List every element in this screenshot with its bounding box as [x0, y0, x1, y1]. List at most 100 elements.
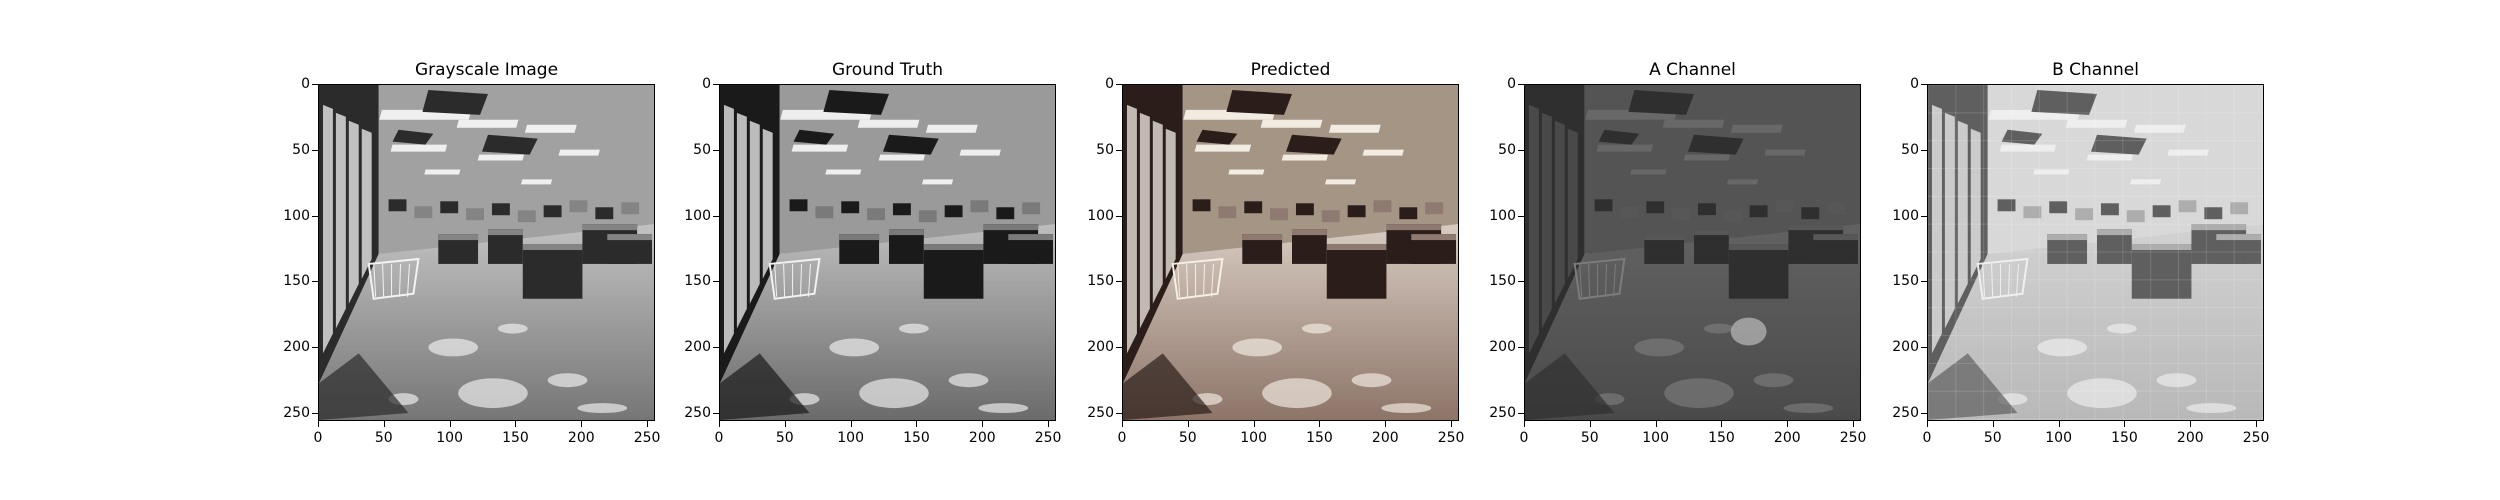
y-tick-label: 150: [283, 273, 310, 290]
y-tick-label: 50: [1096, 141, 1114, 158]
x-tick-label: 0: [313, 430, 323, 446]
scene-image: [1524, 84, 1861, 421]
panel-a: A Channel 0 50 100 150 200 250 0 50 100 150 200 250: [1476, 0, 1896, 500]
y-tick-label: 150: [1087, 273, 1114, 290]
image-plot: [318, 84, 655, 421]
y-tick-mark: [1921, 413, 1927, 415]
y-tick-label: 200: [1087, 339, 1114, 356]
y-tick-mark: [1921, 215, 1927, 217]
image-plot: [719, 84, 1056, 421]
y-tick-mark: [1518, 149, 1524, 151]
x-tick-mark: [916, 421, 918, 427]
x-tick-label: 0: [1519, 430, 1529, 446]
y-tick-mark: [1116, 84, 1122, 85]
x-tick-mark: [1451, 421, 1453, 427]
y-tick-mark: [312, 347, 318, 349]
x-tick-mark: [2058, 421, 2060, 427]
x-tick-mark: [647, 421, 649, 427]
y-tick-mark: [1116, 149, 1122, 151]
x-tick-mark: [515, 421, 517, 427]
x-tick-label: 0: [714, 430, 724, 446]
x-tick-mark: [1992, 421, 1994, 427]
y-tick-mark: [312, 149, 318, 151]
x-tick-mark: [850, 421, 852, 427]
y-tick-label: 100: [1087, 207, 1114, 224]
y-tick-mark: [1518, 84, 1524, 85]
x-tick-label: 50: [775, 430, 794, 446]
x-tick-label: 250: [2242, 430, 2270, 446]
scene-image: [1927, 84, 2264, 421]
y-tick-label: 0: [1105, 76, 1114, 92]
x-tick-label: 100: [436, 430, 464, 446]
x-tick-mark: [1187, 421, 1189, 427]
x-tick-mark: [1524, 421, 1525, 427]
x-tick-label: 0: [1117, 430, 1127, 446]
x-tick-label: 200: [567, 430, 595, 446]
x-tick-mark: [784, 421, 786, 427]
y-tick-label: 100: [1489, 207, 1516, 224]
x-tick-mark: [1721, 421, 1723, 427]
panel-b: B Channel 0 50 100 150 200 250 0 50 100 150 200 250: [1879, 0, 2299, 500]
x-tick-mark: [1385, 421, 1387, 427]
y-tick-mark: [312, 413, 318, 415]
x-tick-mark: [1122, 421, 1123, 427]
y-tick-label: 0: [301, 76, 310, 92]
panel-truth: Ground Truth 0 50 100 150 200 250 0 50 100 150 200 2…: [671, 0, 1091, 500]
y-tick-mark: [1116, 413, 1122, 415]
x-tick-label: 0: [1922, 430, 1932, 446]
panel-title: Grayscale Image: [414, 60, 559, 80]
x-tick-label: 100: [1642, 430, 1670, 446]
scene-image: [318, 84, 655, 421]
x-tick-mark: [383, 421, 385, 427]
panel-title: B Channel: [2052, 60, 2139, 80]
panel-title: A Channel: [1649, 60, 1736, 80]
y-tick-mark: [1921, 281, 1927, 283]
y-tick-mark: [1518, 281, 1524, 283]
x-tick-mark: [1787, 421, 1789, 427]
y-tick-label: 200: [1489, 339, 1516, 356]
y-tick-mark: [1116, 347, 1122, 349]
x-tick-mark: [1927, 421, 1928, 427]
y-tick-label: 250: [283, 405, 310, 422]
y-tick-label: 50: [292, 141, 310, 158]
y-tick-mark: [713, 149, 719, 151]
x-tick-label: 100: [837, 430, 865, 446]
x-tick-mark: [449, 421, 451, 427]
y-tick-mark: [713, 347, 719, 349]
scene-image: [719, 84, 1056, 421]
image-plot: [1927, 84, 2264, 421]
y-tick-mark: [1921, 149, 1927, 151]
y-tick-label: 150: [684, 273, 711, 290]
x-tick-label: 150: [2111, 430, 2138, 446]
panel-gray: Grayscale Image 0 50 100 150 200 250 0 50 100 150 2…: [270, 0, 690, 500]
x-tick-mark: [1853, 421, 1855, 427]
y-tick-mark: [1921, 84, 1927, 85]
y-tick-mark: [1116, 215, 1122, 217]
panel-title: Ground Truth: [831, 60, 944, 80]
y-tick-label: 100: [684, 207, 711, 224]
y-tick-label: 0: [1507, 76, 1516, 92]
y-tick-label: 250: [1489, 405, 1516, 422]
x-tick-label: 200: [1371, 430, 1399, 446]
y-tick-mark: [713, 281, 719, 283]
x-tick-label: 100: [1240, 430, 1268, 446]
y-tick-mark: [1518, 413, 1524, 415]
y-tick-mark: [312, 281, 318, 283]
y-tick-label: 200: [684, 339, 711, 356]
x-tick-mark: [2124, 421, 2126, 427]
y-tick-label: 250: [1087, 405, 1114, 422]
y-tick-label: 0: [1910, 76, 1919, 92]
x-tick-label: 150: [903, 430, 930, 446]
y-tick-label: 50: [1901, 141, 1919, 158]
y-tick-label: 150: [1892, 273, 1919, 290]
x-tick-label: 250: [1839, 430, 1867, 446]
x-tick-label: 50: [1983, 430, 2002, 446]
x-tick-mark: [581, 421, 583, 427]
image-plot: [1524, 84, 1861, 421]
y-tick-mark: [713, 84, 719, 85]
y-tick-label: 150: [1489, 273, 1516, 290]
y-tick-label: 100: [1892, 207, 1919, 224]
y-tick-mark: [713, 413, 719, 415]
y-tick-mark: [1518, 347, 1524, 349]
x-tick-label: 50: [1178, 430, 1197, 446]
